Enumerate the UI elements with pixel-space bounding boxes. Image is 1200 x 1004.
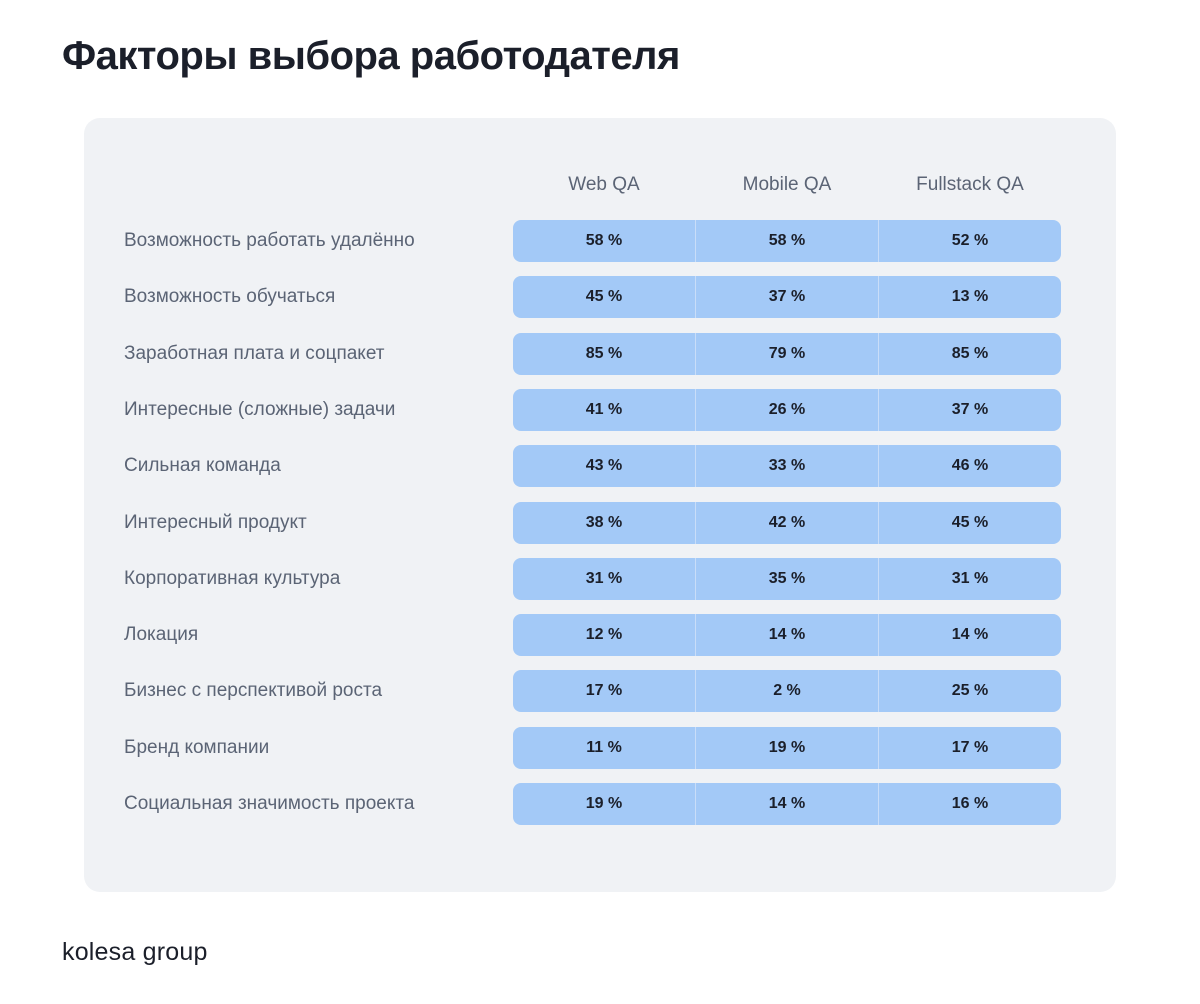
value-cell: 14 %: [695, 783, 878, 825]
value-cell: 45 %: [878, 502, 1061, 544]
table-row: 41 % 26 % 37 %: [513, 389, 1061, 431]
table-row: 19 % 14 % 16 %: [513, 783, 1061, 825]
table-row: 58 % 58 % 52 %: [513, 220, 1061, 262]
value-cell: 13 %: [878, 276, 1061, 318]
row-label: Заработная плата и соцпакет: [124, 343, 385, 364]
value-cell: 26 %: [695, 389, 878, 431]
value-cell: 2 %: [695, 670, 878, 712]
value-cell: 58 %: [585, 232, 623, 249]
value-cell: 14 %: [878, 614, 1061, 656]
value-cell: 85 %: [878, 333, 1061, 375]
row-label: Сильная команда: [124, 455, 281, 476]
value-cell: 31 %: [878, 558, 1061, 600]
row-label: Локация: [124, 624, 199, 645]
value-cell: 31 %: [585, 570, 623, 587]
table-row: 12 % 14 % 14 %: [513, 614, 1061, 656]
value-cell: 38 %: [585, 514, 623, 531]
value-cell: 85 %: [585, 345, 623, 362]
row-label: Бренд компании: [124, 737, 270, 758]
value-cell: 43 %: [585, 457, 623, 474]
value-cell: 19 %: [585, 795, 623, 812]
value-cell: 14 %: [695, 614, 878, 656]
brand-logo: kolesa group: [62, 938, 208, 966]
value-cell: 79 %: [695, 333, 878, 375]
value-cell: 25 %: [878, 670, 1061, 712]
value-cell: 33 %: [695, 445, 878, 487]
row-label: Возможность работать удалённо: [124, 230, 415, 251]
column-header-fullstack-qa: Fullstack QA: [916, 174, 1024, 195]
value-cell: 45 %: [585, 288, 623, 305]
value-cell: 46 %: [878, 445, 1061, 487]
value-cell: 52 %: [878, 220, 1061, 262]
table-row: 38 % 42 % 45 %: [513, 502, 1061, 544]
table-card: Web QA Mobile QA Fullstack QA Возможност…: [84, 118, 1116, 892]
page-title: Факторы выбора работодателя: [62, 34, 680, 78]
value-cell: 17 %: [878, 727, 1061, 769]
table-row: 31 % 35 % 31 %: [513, 558, 1061, 600]
table-row: 17 % 2 % 25 %: [513, 670, 1061, 712]
value-cell: 16 %: [878, 783, 1061, 825]
row-label: Интересный продукт: [124, 512, 307, 533]
row-label: Интересные (сложные) задачи: [124, 399, 396, 420]
value-cell: 17 %: [585, 682, 623, 699]
value-cell: 37 %: [695, 276, 878, 318]
table-row: 43 % 33 % 46 %: [513, 445, 1061, 487]
value-cell: 42 %: [695, 502, 878, 544]
value-cell: 12 %: [585, 626, 623, 643]
table-row: 85 % 79 % 85 %: [513, 333, 1061, 375]
value-cell: 11 %: [586, 739, 622, 756]
column-header-web-qa: Web QA: [568, 174, 640, 195]
value-cell: 19 %: [695, 727, 878, 769]
column-header-mobile-qa: Mobile QA: [742, 174, 832, 195]
row-label: Возможность обучаться: [124, 286, 336, 307]
table-row: 11 % 19 % 17 %: [513, 727, 1061, 769]
row-label: Бизнес с перспективой роста: [124, 680, 383, 701]
value-cell: 37 %: [878, 389, 1061, 431]
value-cell: 58 %: [695, 220, 878, 262]
value-cell: 41 %: [585, 401, 623, 418]
row-label: Социальная значимость проекта: [124, 793, 415, 814]
value-cell: 35 %: [695, 558, 878, 600]
row-label: Корпоративная культура: [124, 568, 341, 589]
table-row: 45 % 37 % 13 %: [513, 276, 1061, 318]
